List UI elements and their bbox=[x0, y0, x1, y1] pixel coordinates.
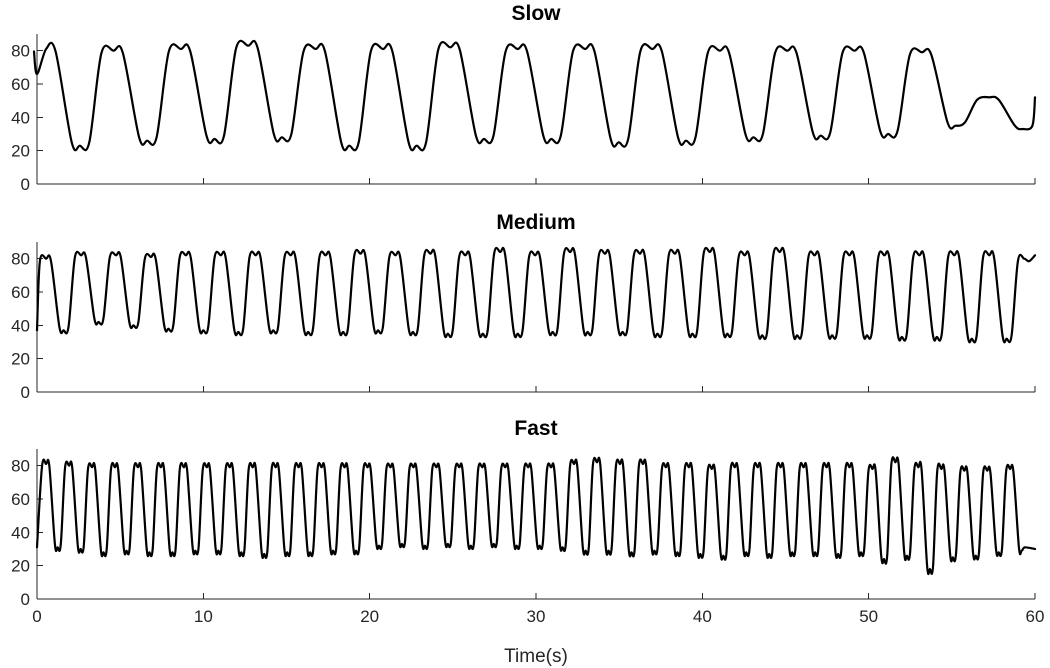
panel-slow: Slow 0 20 40 60 80 bbox=[11, 2, 1037, 194]
chart-title-medium: Medium bbox=[496, 211, 575, 234]
x-tick-label: 60 bbox=[1026, 607, 1045, 626]
x-axis-label: Time(s) bbox=[504, 646, 568, 667]
panel-medium: Medium 0 20 40 60 80 bbox=[11, 211, 1037, 402]
y-tick-label: 80 bbox=[11, 42, 30, 61]
x-tick-label: 30 bbox=[527, 607, 546, 626]
y-tick-label: 20 bbox=[11, 557, 30, 576]
y-tick-label: 20 bbox=[11, 350, 30, 369]
y-tick-label: 0 bbox=[21, 175, 30, 194]
x-tick-label: 40 bbox=[693, 607, 712, 626]
y-tick-label: 80 bbox=[11, 250, 30, 269]
series-line-fast bbox=[35, 456, 1037, 576]
panel-fast: Fast 0 20 40 60 80 0 10 20 30 40 50 60 bbox=[11, 417, 1044, 626]
y-tick-label: 40 bbox=[11, 108, 30, 127]
y-tick-label: 40 bbox=[11, 523, 30, 542]
series-line-slow bbox=[32, 39, 1037, 152]
y-tick-label: 60 bbox=[11, 75, 30, 94]
y-tick-label: 40 bbox=[11, 316, 30, 335]
y-tick-label: 60 bbox=[11, 283, 30, 302]
chart-title-slow: Slow bbox=[511, 2, 561, 25]
series-line-medium bbox=[35, 246, 1037, 344]
x-tick-label: 50 bbox=[859, 607, 878, 626]
y-tick-label: 20 bbox=[11, 142, 30, 161]
y-tick-label: 0 bbox=[21, 383, 30, 402]
chart-title-fast: Fast bbox=[514, 417, 557, 440]
x-tick-label: 20 bbox=[360, 607, 379, 626]
y-tick-label: 80 bbox=[11, 457, 30, 476]
y-tick-label: 0 bbox=[21, 590, 30, 609]
x-tick-label: 0 bbox=[32, 607, 41, 626]
y-tick-label: 60 bbox=[11, 490, 30, 509]
x-tick-label: 10 bbox=[194, 607, 213, 626]
